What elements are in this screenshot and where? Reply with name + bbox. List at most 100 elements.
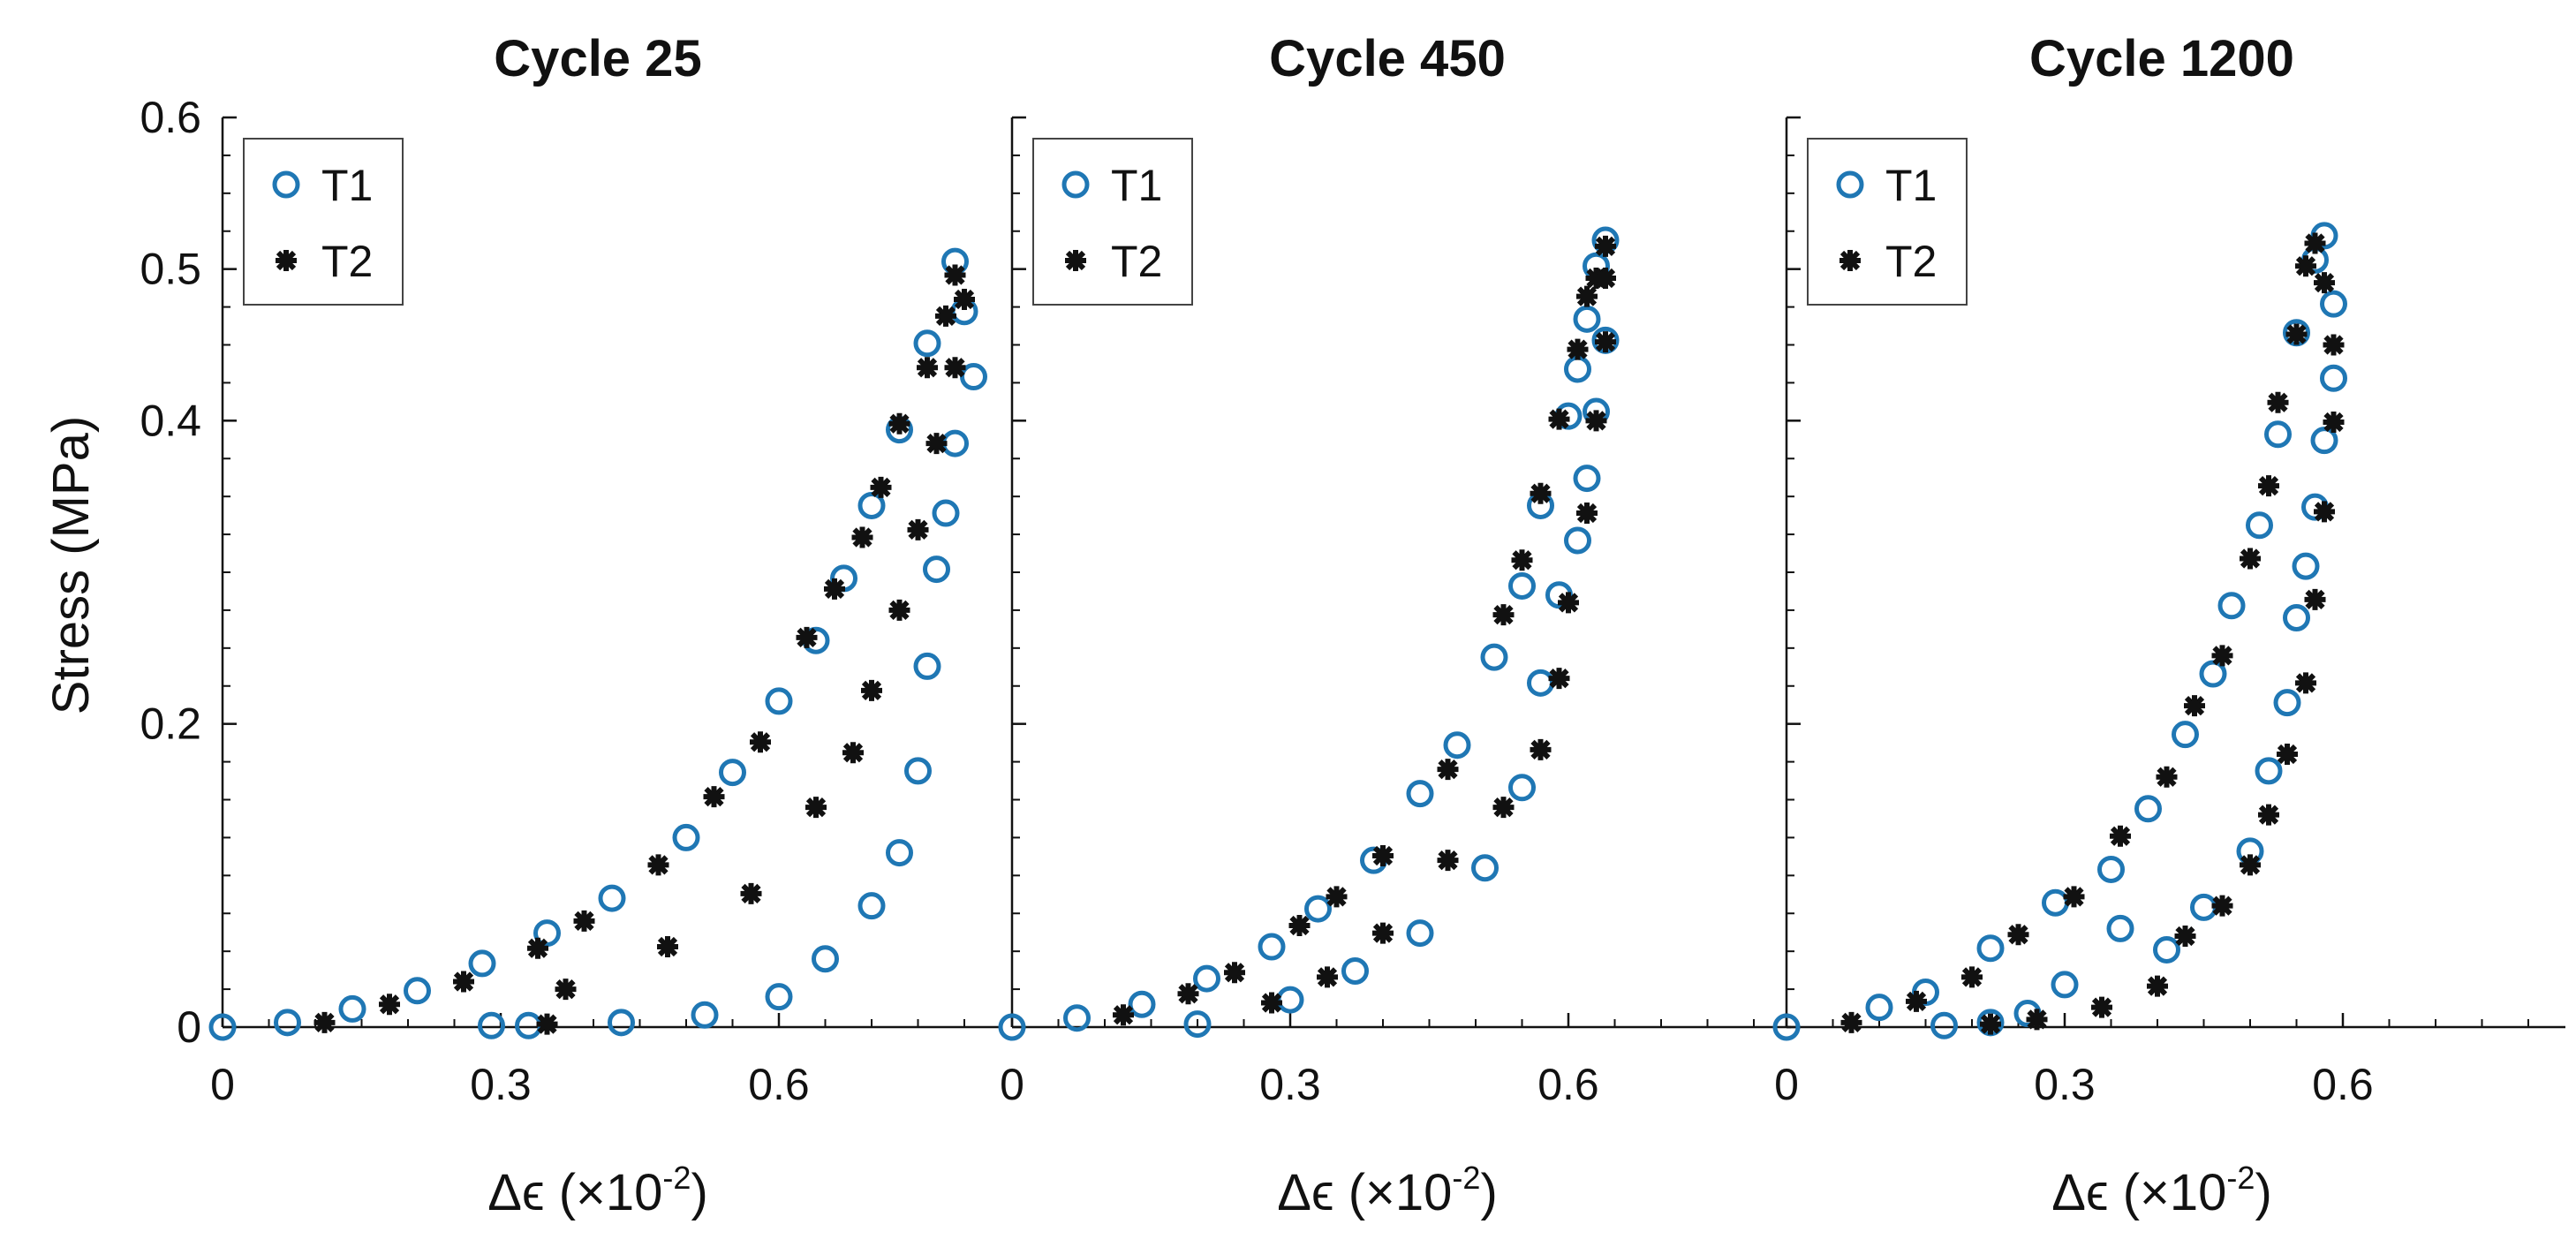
data-point-T1 [608, 1009, 635, 1037]
data-point-T2 [536, 1013, 558, 1035]
data-point-T1 [1304, 895, 1332, 923]
data-point-T1 [2134, 795, 2162, 823]
data-point-T2 [861, 679, 882, 701]
x-tick-label: 0.3 [1259, 1060, 1321, 1109]
data-point-T2 [1530, 738, 1552, 760]
y-tick-label: 0 [177, 1002, 201, 1052]
data-point-T2 [2323, 334, 2345, 356]
data-point-T1 [1406, 780, 1434, 808]
data-point-T2 [888, 412, 910, 435]
legend-label-T1: T1 [321, 161, 373, 210]
data-point-T1 [1930, 1011, 1958, 1039]
data-point-T2 [2184, 695, 2205, 717]
y-tick-label: 0.2 [140, 699, 201, 749]
data-point-T2 [1961, 966, 1983, 988]
data-point-T1 [1527, 669, 1554, 697]
data-point-T2 [925, 433, 948, 455]
chart-title: Cycle 450 [1269, 30, 1506, 87]
data-point-T1 [960, 363, 987, 391]
data-point-T2 [935, 305, 956, 327]
data-point-T2 [1177, 983, 1199, 1005]
data-point-T1 [1564, 526, 1591, 555]
data-point-T1 [886, 839, 913, 867]
data-point-T1 [691, 1001, 719, 1029]
data-point-T2 [1585, 410, 1607, 432]
data-point-T2 [2211, 895, 2233, 917]
chart-title: Cycle 1200 [2029, 30, 2294, 87]
data-point-T2 [527, 937, 548, 959]
data-point-T2 [1576, 503, 1598, 525]
data-point-T1 [1508, 571, 1536, 600]
data-point-T1 [2255, 757, 2283, 785]
data-point-T2 [1595, 235, 1616, 257]
legend-marker-T1 [1061, 170, 1090, 199]
data-point-T1 [338, 994, 366, 1023]
data-point-T1 [1508, 774, 1536, 802]
data-point-T1 [2320, 290, 2347, 318]
data-point-T1 [998, 1013, 1026, 1041]
data-point-T2 [1437, 759, 1459, 781]
chart-title: Cycle 25 [494, 30, 701, 87]
data-point-T2 [1595, 331, 1616, 353]
data-point-T1 [1443, 731, 1471, 760]
data-point-T1 [1063, 1004, 1091, 1032]
legend-marker-T2 [276, 250, 297, 271]
x-tick-label: 0 [1774, 1060, 1799, 1109]
x-tick-label: 0 [210, 1060, 235, 1109]
data-point-T2 [1530, 482, 1552, 504]
data-point-T1 [765, 687, 793, 715]
data-point-T1 [923, 555, 950, 584]
data-point-T2 [555, 979, 577, 1001]
x-axis-label: Δϵ (×10-2) [2051, 1160, 2272, 1221]
data-point-T2 [824, 578, 845, 600]
x-tick-label: 0.6 [1537, 1060, 1599, 1109]
data-point-T2 [1595, 267, 1616, 289]
legend-marker-T2 [1839, 250, 1861, 271]
data-point-T1 [274, 1009, 301, 1037]
data-point-T1 [1471, 854, 1499, 882]
data-point-T1 [2199, 660, 2227, 688]
data-point-T1 [2310, 427, 2338, 455]
data-point-T1 [812, 945, 839, 973]
data-point-T2 [805, 797, 827, 819]
data-point-T2 [917, 357, 938, 379]
data-point-T1 [533, 919, 561, 948]
data-point-T2 [2007, 924, 2029, 946]
x-tick-label: 0 [1000, 1060, 1024, 1109]
data-point-T2 [1372, 845, 1394, 867]
x-axis-label: Δϵ (×10-2) [487, 1160, 708, 1221]
data-point-T1 [857, 892, 886, 920]
data-point-T1 [1772, 1013, 1801, 1041]
data-point-T1 [1193, 964, 1220, 993]
data-point-T1 [2153, 935, 2180, 964]
data-point-T1 [913, 329, 941, 358]
data-point-T1 [2217, 592, 2246, 620]
data-point-T2 [2277, 744, 2298, 765]
legend-box [243, 138, 404, 306]
data-point-T2 [1326, 886, 1348, 908]
data-point-T1 [1573, 465, 1601, 493]
data-point-T2 [2304, 232, 2326, 254]
legend-marker-T1 [272, 170, 300, 199]
data-point-T1 [672, 823, 700, 851]
data-point-T2 [2258, 804, 2279, 826]
legend-label-T1: T1 [1885, 161, 1937, 210]
data-point-T2 [2211, 645, 2233, 667]
data-point-T2 [2314, 501, 2335, 523]
data-point-T1 [1573, 305, 1601, 333]
x-tick-label: 0.3 [2034, 1060, 2096, 1109]
x-tick-label: 0.3 [470, 1060, 532, 1109]
data-point-T1 [2106, 914, 2134, 942]
data-point-T2 [870, 476, 892, 498]
data-point-T1 [1976, 934, 2005, 963]
data-point-T2 [2091, 996, 2112, 1018]
panel-cycle-450: Cycle 450 0 0.3 0.6 Δϵ (×10-2) T1 T2 [998, 30, 1791, 1221]
legend-box [1807, 138, 1968, 306]
data-point-T1 [2264, 420, 2292, 449]
x-tick-label: 0.6 [748, 1060, 810, 1109]
data-point-T2 [740, 882, 762, 904]
data-point-T2 [2295, 672, 2316, 694]
data-point-T2 [1492, 604, 1515, 626]
panel-cycle-1200: Cycle 1200 0 0.3 0.6 Δϵ (×10-2) T1 T2 [1772, 30, 2565, 1221]
legend-label-T2: T2 [1111, 237, 1162, 286]
